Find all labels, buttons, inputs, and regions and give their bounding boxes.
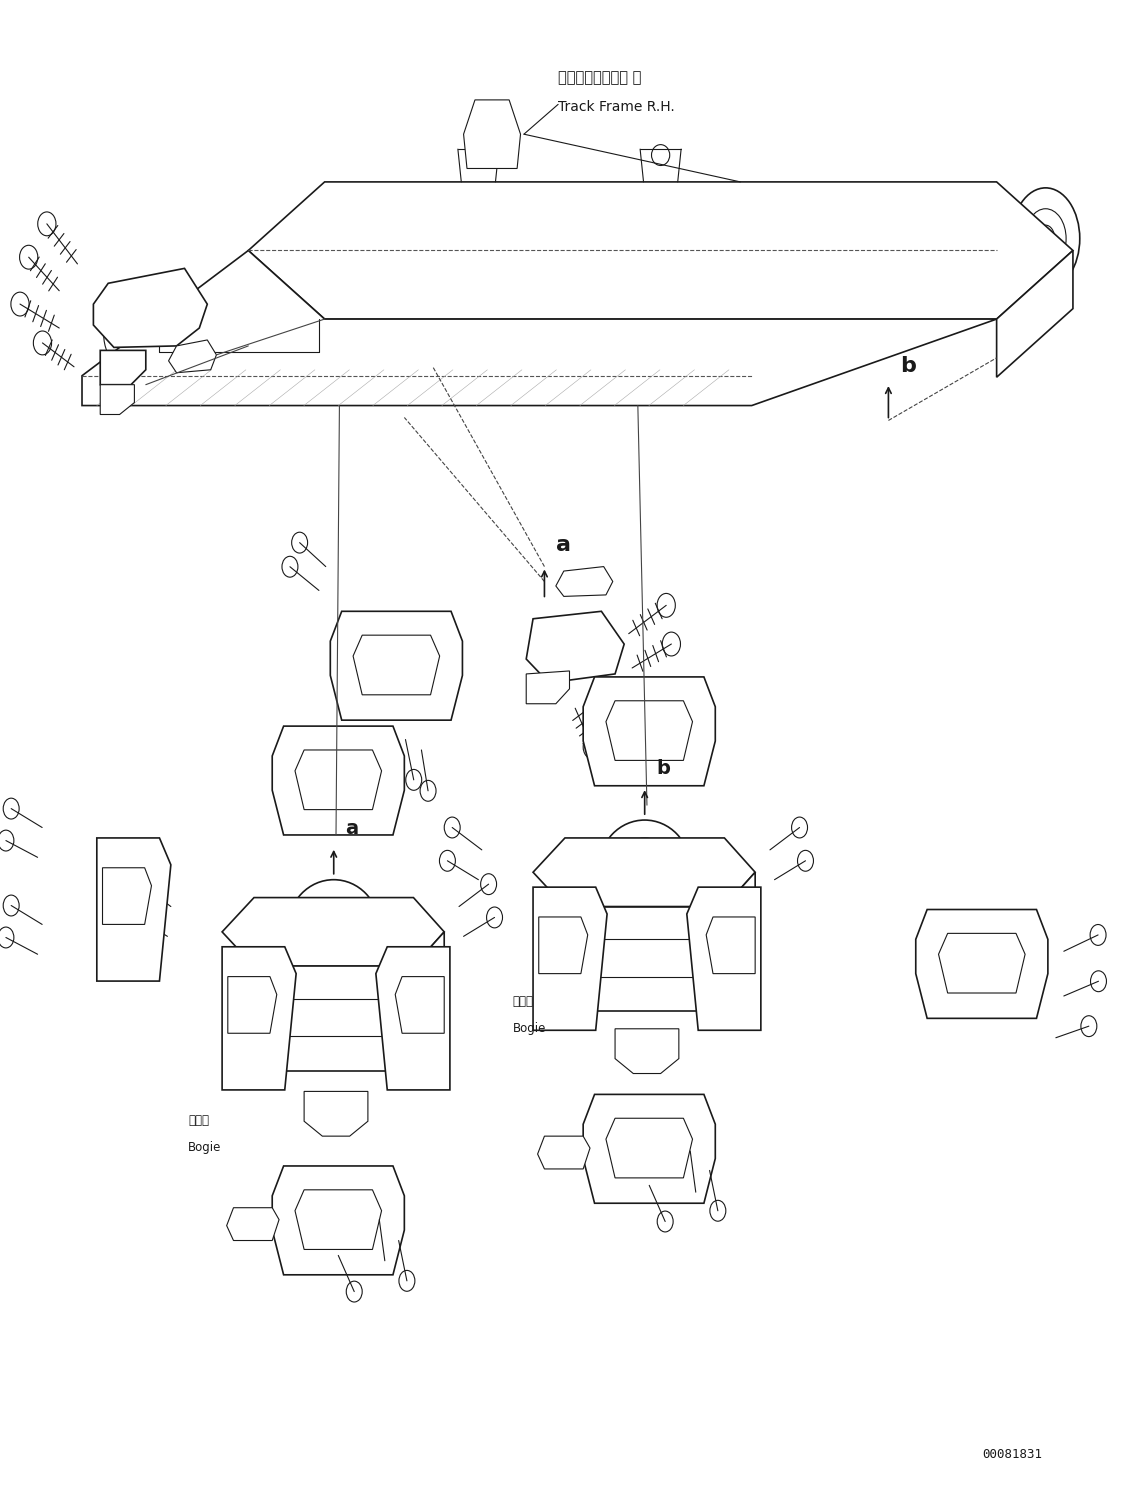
Bar — [261, 1042, 274, 1060]
Polygon shape — [526, 671, 570, 704]
Polygon shape — [565, 907, 724, 1011]
Polygon shape — [169, 340, 216, 373]
Polygon shape — [295, 1190, 382, 1249]
Polygon shape — [526, 611, 624, 683]
Bar — [255, 1060, 264, 1072]
Bar — [344, 1106, 353, 1118]
Polygon shape — [103, 868, 151, 924]
Polygon shape — [533, 838, 755, 907]
Text: Bogie: Bogie — [513, 1021, 546, 1035]
Bar — [719, 1000, 728, 1012]
Polygon shape — [583, 1094, 715, 1203]
Bar — [188, 325, 290, 367]
Polygon shape — [330, 611, 462, 720]
Bar — [744, 1000, 753, 1012]
Bar — [571, 580, 579, 589]
Polygon shape — [248, 182, 1073, 319]
Polygon shape — [100, 385, 134, 414]
Text: a: a — [345, 819, 359, 838]
Bar — [117, 395, 125, 404]
Bar — [98, 395, 106, 404]
Polygon shape — [97, 838, 171, 981]
Polygon shape — [304, 1091, 368, 1136]
Polygon shape — [413, 932, 444, 1071]
Polygon shape — [82, 250, 997, 406]
Bar — [178, 353, 186, 362]
Text: ボギー: ボギー — [513, 994, 533, 1008]
Bar — [630, 1044, 639, 1056]
Polygon shape — [228, 977, 277, 1033]
Text: a: a — [556, 535, 571, 555]
Polygon shape — [606, 1118, 693, 1178]
Bar — [566, 1000, 575, 1012]
Bar — [392, 1042, 405, 1060]
Text: ボギー: ボギー — [188, 1114, 208, 1127]
Text: Bogie: Bogie — [188, 1141, 221, 1154]
Bar — [433, 1060, 442, 1072]
Polygon shape — [724, 872, 755, 1011]
Polygon shape — [272, 1166, 404, 1275]
Polygon shape — [997, 250, 1073, 377]
Polygon shape — [222, 898, 444, 966]
Polygon shape — [687, 887, 761, 1030]
Polygon shape — [939, 933, 1025, 993]
Text: b: b — [656, 759, 670, 778]
Bar — [541, 1000, 550, 1012]
Polygon shape — [93, 268, 207, 347]
Polygon shape — [376, 947, 450, 1090]
Polygon shape — [254, 966, 413, 1071]
Bar — [655, 1044, 664, 1056]
Polygon shape — [615, 1029, 679, 1074]
Polygon shape — [464, 100, 521, 168]
Polygon shape — [539, 917, 588, 974]
Polygon shape — [222, 947, 296, 1090]
Polygon shape — [272, 726, 404, 835]
Text: Track Frame R.H.: Track Frame R.H. — [558, 100, 675, 115]
Polygon shape — [353, 635, 440, 695]
Text: トラックフレーム 右: トラックフレーム 右 — [558, 70, 641, 85]
Polygon shape — [556, 567, 613, 596]
Bar — [197, 353, 205, 362]
Bar — [408, 1060, 417, 1072]
Bar — [703, 983, 716, 1000]
Polygon shape — [706, 917, 755, 974]
Bar — [130, 951, 139, 963]
Bar — [626, 328, 695, 364]
Bar — [528, 681, 535, 690]
Polygon shape — [227, 1208, 279, 1241]
Bar — [230, 1060, 239, 1072]
Polygon shape — [538, 1136, 590, 1169]
Bar — [524, 325, 604, 364]
Polygon shape — [583, 677, 715, 786]
Bar — [546, 681, 552, 690]
Bar — [308, 325, 393, 367]
Text: b: b — [900, 356, 916, 376]
Polygon shape — [295, 750, 382, 810]
Bar — [319, 1106, 328, 1118]
Bar — [588, 580, 595, 589]
Polygon shape — [533, 887, 607, 1030]
Polygon shape — [100, 350, 146, 385]
Polygon shape — [395, 977, 444, 1033]
Bar — [410, 325, 501, 367]
Bar — [572, 983, 585, 1000]
Text: 00081831: 00081831 — [982, 1448, 1042, 1461]
Bar — [105, 951, 114, 963]
Polygon shape — [606, 701, 693, 760]
Polygon shape — [916, 910, 1048, 1018]
